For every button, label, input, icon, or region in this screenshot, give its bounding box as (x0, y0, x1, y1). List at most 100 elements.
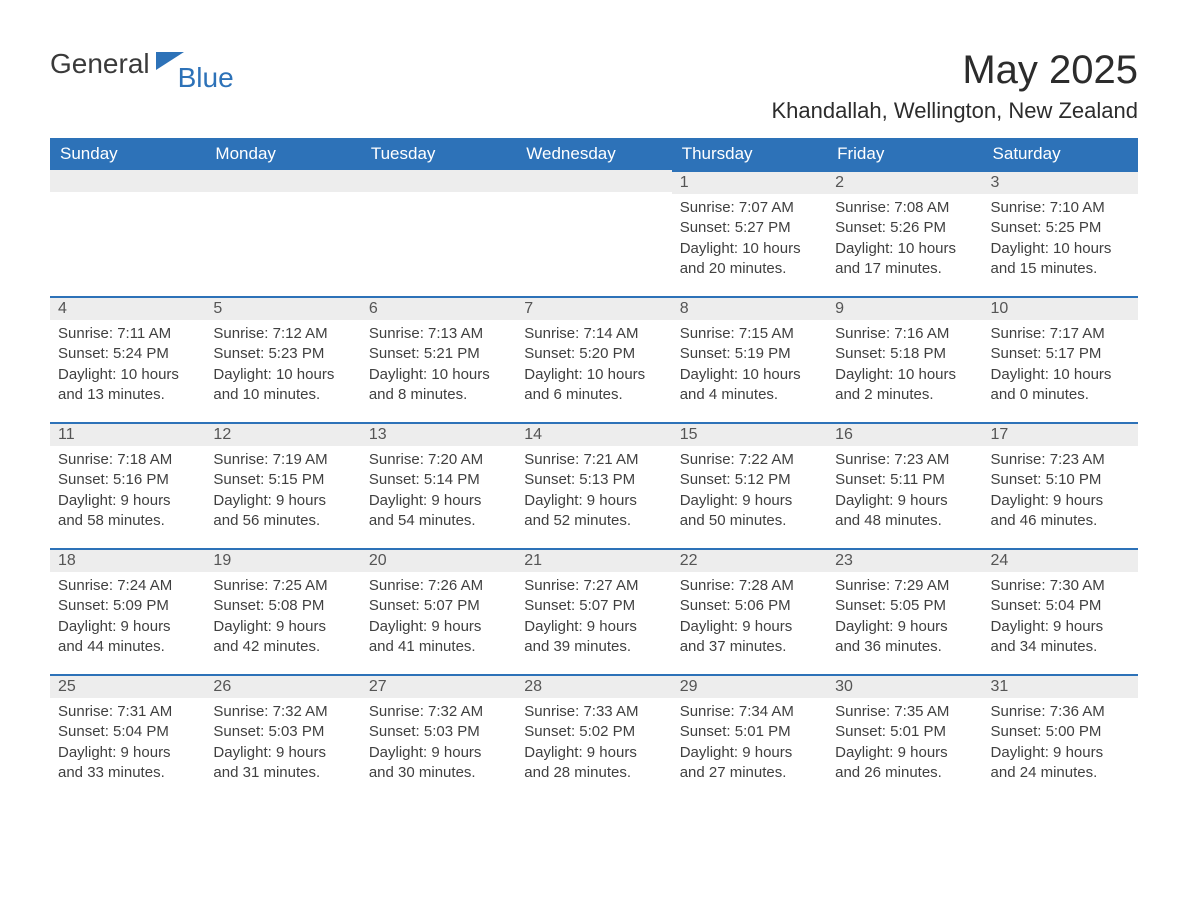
day-details: Sunrise: 7:08 AMSunset: 5:26 PMDaylight:… (827, 194, 982, 279)
daylight-line1: Daylight: 9 hours (213, 491, 352, 511)
day-details: Sunrise: 7:34 AMSunset: 5:01 PMDaylight:… (672, 698, 827, 783)
calendar-week-row: 1Sunrise: 7:07 AMSunset: 5:27 PMDaylight… (50, 170, 1138, 296)
day-number: 2 (827, 170, 982, 194)
sunset-text: Sunset: 5:09 PM (58, 596, 197, 616)
day-details: Sunrise: 7:35 AMSunset: 5:01 PMDaylight:… (827, 698, 982, 783)
calendar-week-row: 4Sunrise: 7:11 AMSunset: 5:24 PMDaylight… (50, 296, 1138, 422)
daylight-line1: Daylight: 10 hours (58, 365, 197, 385)
day-number: 26 (205, 674, 360, 698)
calendar-day-cell: 24Sunrise: 7:30 AMSunset: 5:04 PMDayligh… (983, 548, 1138, 674)
sunrise-text: Sunrise: 7:11 AM (58, 324, 197, 344)
sunset-text: Sunset: 5:20 PM (524, 344, 663, 364)
daylight-line1: Daylight: 10 hours (835, 239, 974, 259)
sunset-text: Sunset: 5:11 PM (835, 470, 974, 490)
calendar-day-cell (50, 170, 205, 296)
sunset-text: Sunset: 5:05 PM (835, 596, 974, 616)
daylight-line1: Daylight: 9 hours (369, 743, 508, 763)
sunset-text: Sunset: 5:12 PM (680, 470, 819, 490)
sunrise-text: Sunrise: 7:29 AM (835, 576, 974, 596)
sunset-text: Sunset: 5:01 PM (680, 722, 819, 742)
daylight-line1: Daylight: 10 hours (835, 365, 974, 385)
sunrise-text: Sunrise: 7:07 AM (680, 198, 819, 218)
sunrise-text: Sunrise: 7:17 AM (991, 324, 1130, 344)
day-details: Sunrise: 7:16 AMSunset: 5:18 PMDaylight:… (827, 320, 982, 405)
sunrise-text: Sunrise: 7:34 AM (680, 702, 819, 722)
daylight-line2: and 41 minutes. (369, 637, 508, 657)
day-header: Saturday (983, 138, 1138, 170)
sunset-text: Sunset: 5:26 PM (835, 218, 974, 238)
day-details: Sunrise: 7:18 AMSunset: 5:16 PMDaylight:… (50, 446, 205, 531)
sunset-text: Sunset: 5:03 PM (369, 722, 508, 742)
daylight-line2: and 52 minutes. (524, 511, 663, 531)
daylight-line1: Daylight: 10 hours (991, 239, 1130, 259)
calendar-day-cell: 31Sunrise: 7:36 AMSunset: 5:00 PMDayligh… (983, 674, 1138, 800)
sunset-text: Sunset: 5:21 PM (369, 344, 508, 364)
sunrise-text: Sunrise: 7:21 AM (524, 450, 663, 470)
daylight-line2: and 37 minutes. (680, 637, 819, 657)
daylight-line1: Daylight: 10 hours (680, 239, 819, 259)
daylight-line1: Daylight: 10 hours (991, 365, 1130, 385)
calendar-day-cell: 7Sunrise: 7:14 AMSunset: 5:20 PMDaylight… (516, 296, 671, 422)
daylight-line1: Daylight: 9 hours (213, 617, 352, 637)
daylight-line2: and 46 minutes. (991, 511, 1130, 531)
sunset-text: Sunset: 5:18 PM (835, 344, 974, 364)
sunrise-text: Sunrise: 7:13 AM (369, 324, 508, 344)
day-header: Friday (827, 138, 982, 170)
calendar-day-header-row: SundayMondayTuesdayWednesdayThursdayFrid… (50, 138, 1138, 170)
brand-logo: General Blue (50, 48, 244, 80)
calendar-day-cell: 1Sunrise: 7:07 AMSunset: 5:27 PMDaylight… (672, 170, 827, 296)
day-details: Sunrise: 7:24 AMSunset: 5:09 PMDaylight:… (50, 572, 205, 657)
sunrise-text: Sunrise: 7:25 AM (213, 576, 352, 596)
daylight-line1: Daylight: 9 hours (835, 491, 974, 511)
calendar-week-row: 25Sunrise: 7:31 AMSunset: 5:04 PMDayligh… (50, 674, 1138, 800)
calendar-week-row: 11Sunrise: 7:18 AMSunset: 5:16 PMDayligh… (50, 422, 1138, 548)
daylight-line1: Daylight: 9 hours (524, 491, 663, 511)
sunrise-text: Sunrise: 7:33 AM (524, 702, 663, 722)
sunrise-text: Sunrise: 7:23 AM (991, 450, 1130, 470)
daylight-line2: and 10 minutes. (213, 385, 352, 405)
daylight-line2: and 2 minutes. (835, 385, 974, 405)
day-details: Sunrise: 7:12 AMSunset: 5:23 PMDaylight:… (205, 320, 360, 405)
sunrise-text: Sunrise: 7:20 AM (369, 450, 508, 470)
daylight-line1: Daylight: 9 hours (991, 743, 1130, 763)
sunrise-text: Sunrise: 7:35 AM (835, 702, 974, 722)
day-details: Sunrise: 7:20 AMSunset: 5:14 PMDaylight:… (361, 446, 516, 531)
sunrise-text: Sunrise: 7:24 AM (58, 576, 197, 596)
day-number: 28 (516, 674, 671, 698)
daylight-line2: and 31 minutes. (213, 763, 352, 783)
daylight-line2: and 27 minutes. (680, 763, 819, 783)
daylight-line1: Daylight: 10 hours (369, 365, 508, 385)
daylight-line1: Daylight: 9 hours (680, 743, 819, 763)
day-number: 22 (672, 548, 827, 572)
daylight-line1: Daylight: 9 hours (524, 743, 663, 763)
sunset-text: Sunset: 5:24 PM (58, 344, 197, 364)
day-details: Sunrise: 7:10 AMSunset: 5:25 PMDaylight:… (983, 194, 1138, 279)
sunrise-text: Sunrise: 7:19 AM (213, 450, 352, 470)
calendar-day-cell: 30Sunrise: 7:35 AMSunset: 5:01 PMDayligh… (827, 674, 982, 800)
day-number: 5 (205, 296, 360, 320)
sunset-text: Sunset: 5:07 PM (369, 596, 508, 616)
sunrise-text: Sunrise: 7:32 AM (369, 702, 508, 722)
day-number: 8 (672, 296, 827, 320)
calendar-day-cell (205, 170, 360, 296)
day-details: Sunrise: 7:23 AMSunset: 5:10 PMDaylight:… (983, 446, 1138, 531)
day-number: 23 (827, 548, 982, 572)
sunrise-text: Sunrise: 7:14 AM (524, 324, 663, 344)
daylight-line1: Daylight: 9 hours (58, 743, 197, 763)
sunset-text: Sunset: 5:15 PM (213, 470, 352, 490)
calendar-day-cell: 18Sunrise: 7:24 AMSunset: 5:09 PMDayligh… (50, 548, 205, 674)
daylight-line2: and 36 minutes. (835, 637, 974, 657)
brand-part1: General (50, 48, 150, 80)
day-details: Sunrise: 7:23 AMSunset: 5:11 PMDaylight:… (827, 446, 982, 531)
day-details: Sunrise: 7:22 AMSunset: 5:12 PMDaylight:… (672, 446, 827, 531)
day-number: 24 (983, 548, 1138, 572)
sunrise-text: Sunrise: 7:18 AM (58, 450, 197, 470)
day-header: Thursday (672, 138, 827, 170)
calendar-day-cell: 27Sunrise: 7:32 AMSunset: 5:03 PMDayligh… (361, 674, 516, 800)
day-details: Sunrise: 7:11 AMSunset: 5:24 PMDaylight:… (50, 320, 205, 405)
calendar-day-cell: 23Sunrise: 7:29 AMSunset: 5:05 PMDayligh… (827, 548, 982, 674)
daylight-line1: Daylight: 9 hours (524, 617, 663, 637)
day-number: 21 (516, 548, 671, 572)
daylight-line1: Daylight: 9 hours (369, 617, 508, 637)
sunset-text: Sunset: 5:16 PM (58, 470, 197, 490)
